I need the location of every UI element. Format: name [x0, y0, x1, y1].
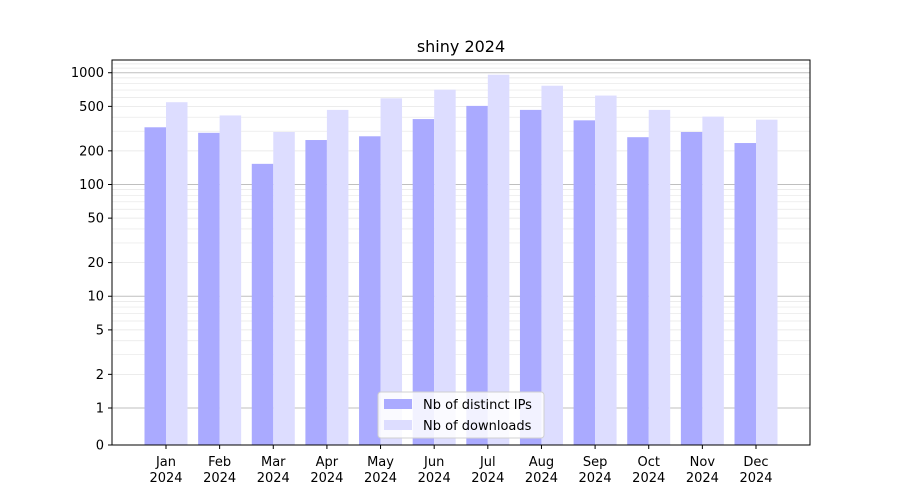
- bar-distinct-ips: [359, 136, 381, 445]
- bar-downloads: [595, 95, 617, 446]
- bars: [144, 74, 778, 446]
- x-tick-label-month: Feb: [208, 455, 231, 470]
- x-tick-label-month: Aug: [529, 455, 554, 470]
- x-tick-label-month: Nov: [690, 455, 716, 470]
- bar-downloads: [487, 74, 510, 445]
- y-tick-label: 2: [96, 368, 104, 383]
- y-tick-label: 100: [79, 178, 104, 193]
- bar-downloads: [756, 119, 778, 445]
- x-tick-label-month: May: [367, 455, 394, 470]
- y-tick-label: 20: [87, 256, 104, 271]
- y-tick-label: 5: [96, 323, 104, 338]
- y-tick-label: 50: [87, 212, 104, 227]
- bar-distinct-ips: [680, 131, 703, 445]
- x-tick-label-year: 2024: [364, 471, 397, 486]
- bar-distinct-ips: [144, 127, 166, 446]
- x-axis: Jan2024Feb2024Mar2024Apr2024May2024Jun20…: [149, 445, 773, 486]
- x-tick-label-year: 2024: [739, 471, 772, 486]
- bar-downloads: [166, 102, 188, 445]
- x-tick-label-month: Jan: [155, 455, 176, 470]
- bar-downloads: [648, 109, 671, 446]
- legend-swatch: [384, 399, 412, 409]
- y-tick-label: 0: [96, 439, 104, 454]
- bar-distinct-ips: [412, 119, 435, 445]
- y-tick-label: 10: [87, 290, 104, 305]
- bar-distinct-ips: [198, 132, 220, 445]
- x-tick-label-month: Sep: [583, 455, 608, 470]
- x-tick-label-year: 2024: [418, 471, 451, 486]
- bar-distinct-ips: [573, 120, 596, 445]
- y-axis: 0 1 2 5 10 20 50 100 200 500 1000: [71, 66, 112, 454]
- bar-distinct-ips: [519, 109, 542, 446]
- x-tick-label-month: Jul: [479, 455, 496, 470]
- x-tick-label-year: 2024: [525, 471, 558, 486]
- bar-distinct-ips: [627, 137, 649, 445]
- x-tick-label-year: 2024: [203, 471, 236, 486]
- bar-downloads: [219, 115, 242, 445]
- y-tick-label: 1000: [71, 66, 104, 81]
- bar-distinct-ips: [251, 163, 274, 445]
- y-tick-label: 200: [79, 144, 104, 159]
- bar-distinct-ips: [734, 143, 756, 445]
- x-tick-label-month: Apr: [316, 455, 339, 470]
- x-tick-label-year: 2024: [310, 471, 343, 486]
- bar-downloads: [702, 116, 724, 445]
- plot-frame: [111, 59, 811, 446]
- x-tick-label-year: 2024: [471, 471, 504, 486]
- bar-downloads: [273, 131, 295, 445]
- legend: Nb of distinct IPs Nb of downloads: [377, 391, 545, 439]
- bar-downloads: [380, 98, 403, 445]
- y-tick-label: 1: [96, 402, 104, 417]
- bar-distinct-ips: [466, 105, 488, 445]
- x-tick-label-year: 2024: [257, 471, 290, 486]
- legend-box: [377, 391, 545, 439]
- x-tick-label-month: Mar: [261, 455, 286, 470]
- bar-downloads: [541, 85, 563, 445]
- legend-label: Nb of distinct IPs: [423, 398, 532, 413]
- x-tick-label-year: 2024: [579, 471, 612, 486]
- x-tick-label-month: Oct: [637, 455, 659, 470]
- bar-distinct-ips: [305, 140, 327, 445]
- x-tick-label-year: 2024: [149, 471, 182, 486]
- x-tick-label-month: Dec: [743, 455, 768, 470]
- legend-label: Nb of downloads: [423, 419, 532, 434]
- y-tick-label: 500: [79, 100, 104, 115]
- bar-downloads: [434, 89, 456, 446]
- x-tick-label-month: Jun: [423, 455, 444, 470]
- x-tick-label-year: 2024: [632, 471, 665, 486]
- x-tick-label-year: 2024: [686, 471, 719, 486]
- bar-downloads: [326, 109, 349, 446]
- chart-title: shiny 2024: [417, 37, 505, 56]
- legend-swatch: [384, 420, 412, 430]
